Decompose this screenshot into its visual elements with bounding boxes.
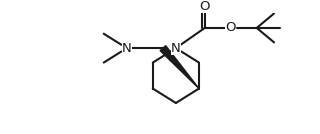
Text: O: O [226, 21, 236, 34]
Polygon shape [160, 46, 199, 89]
Text: N: N [122, 42, 132, 55]
Text: O: O [199, 0, 210, 13]
Text: N: N [171, 42, 181, 55]
